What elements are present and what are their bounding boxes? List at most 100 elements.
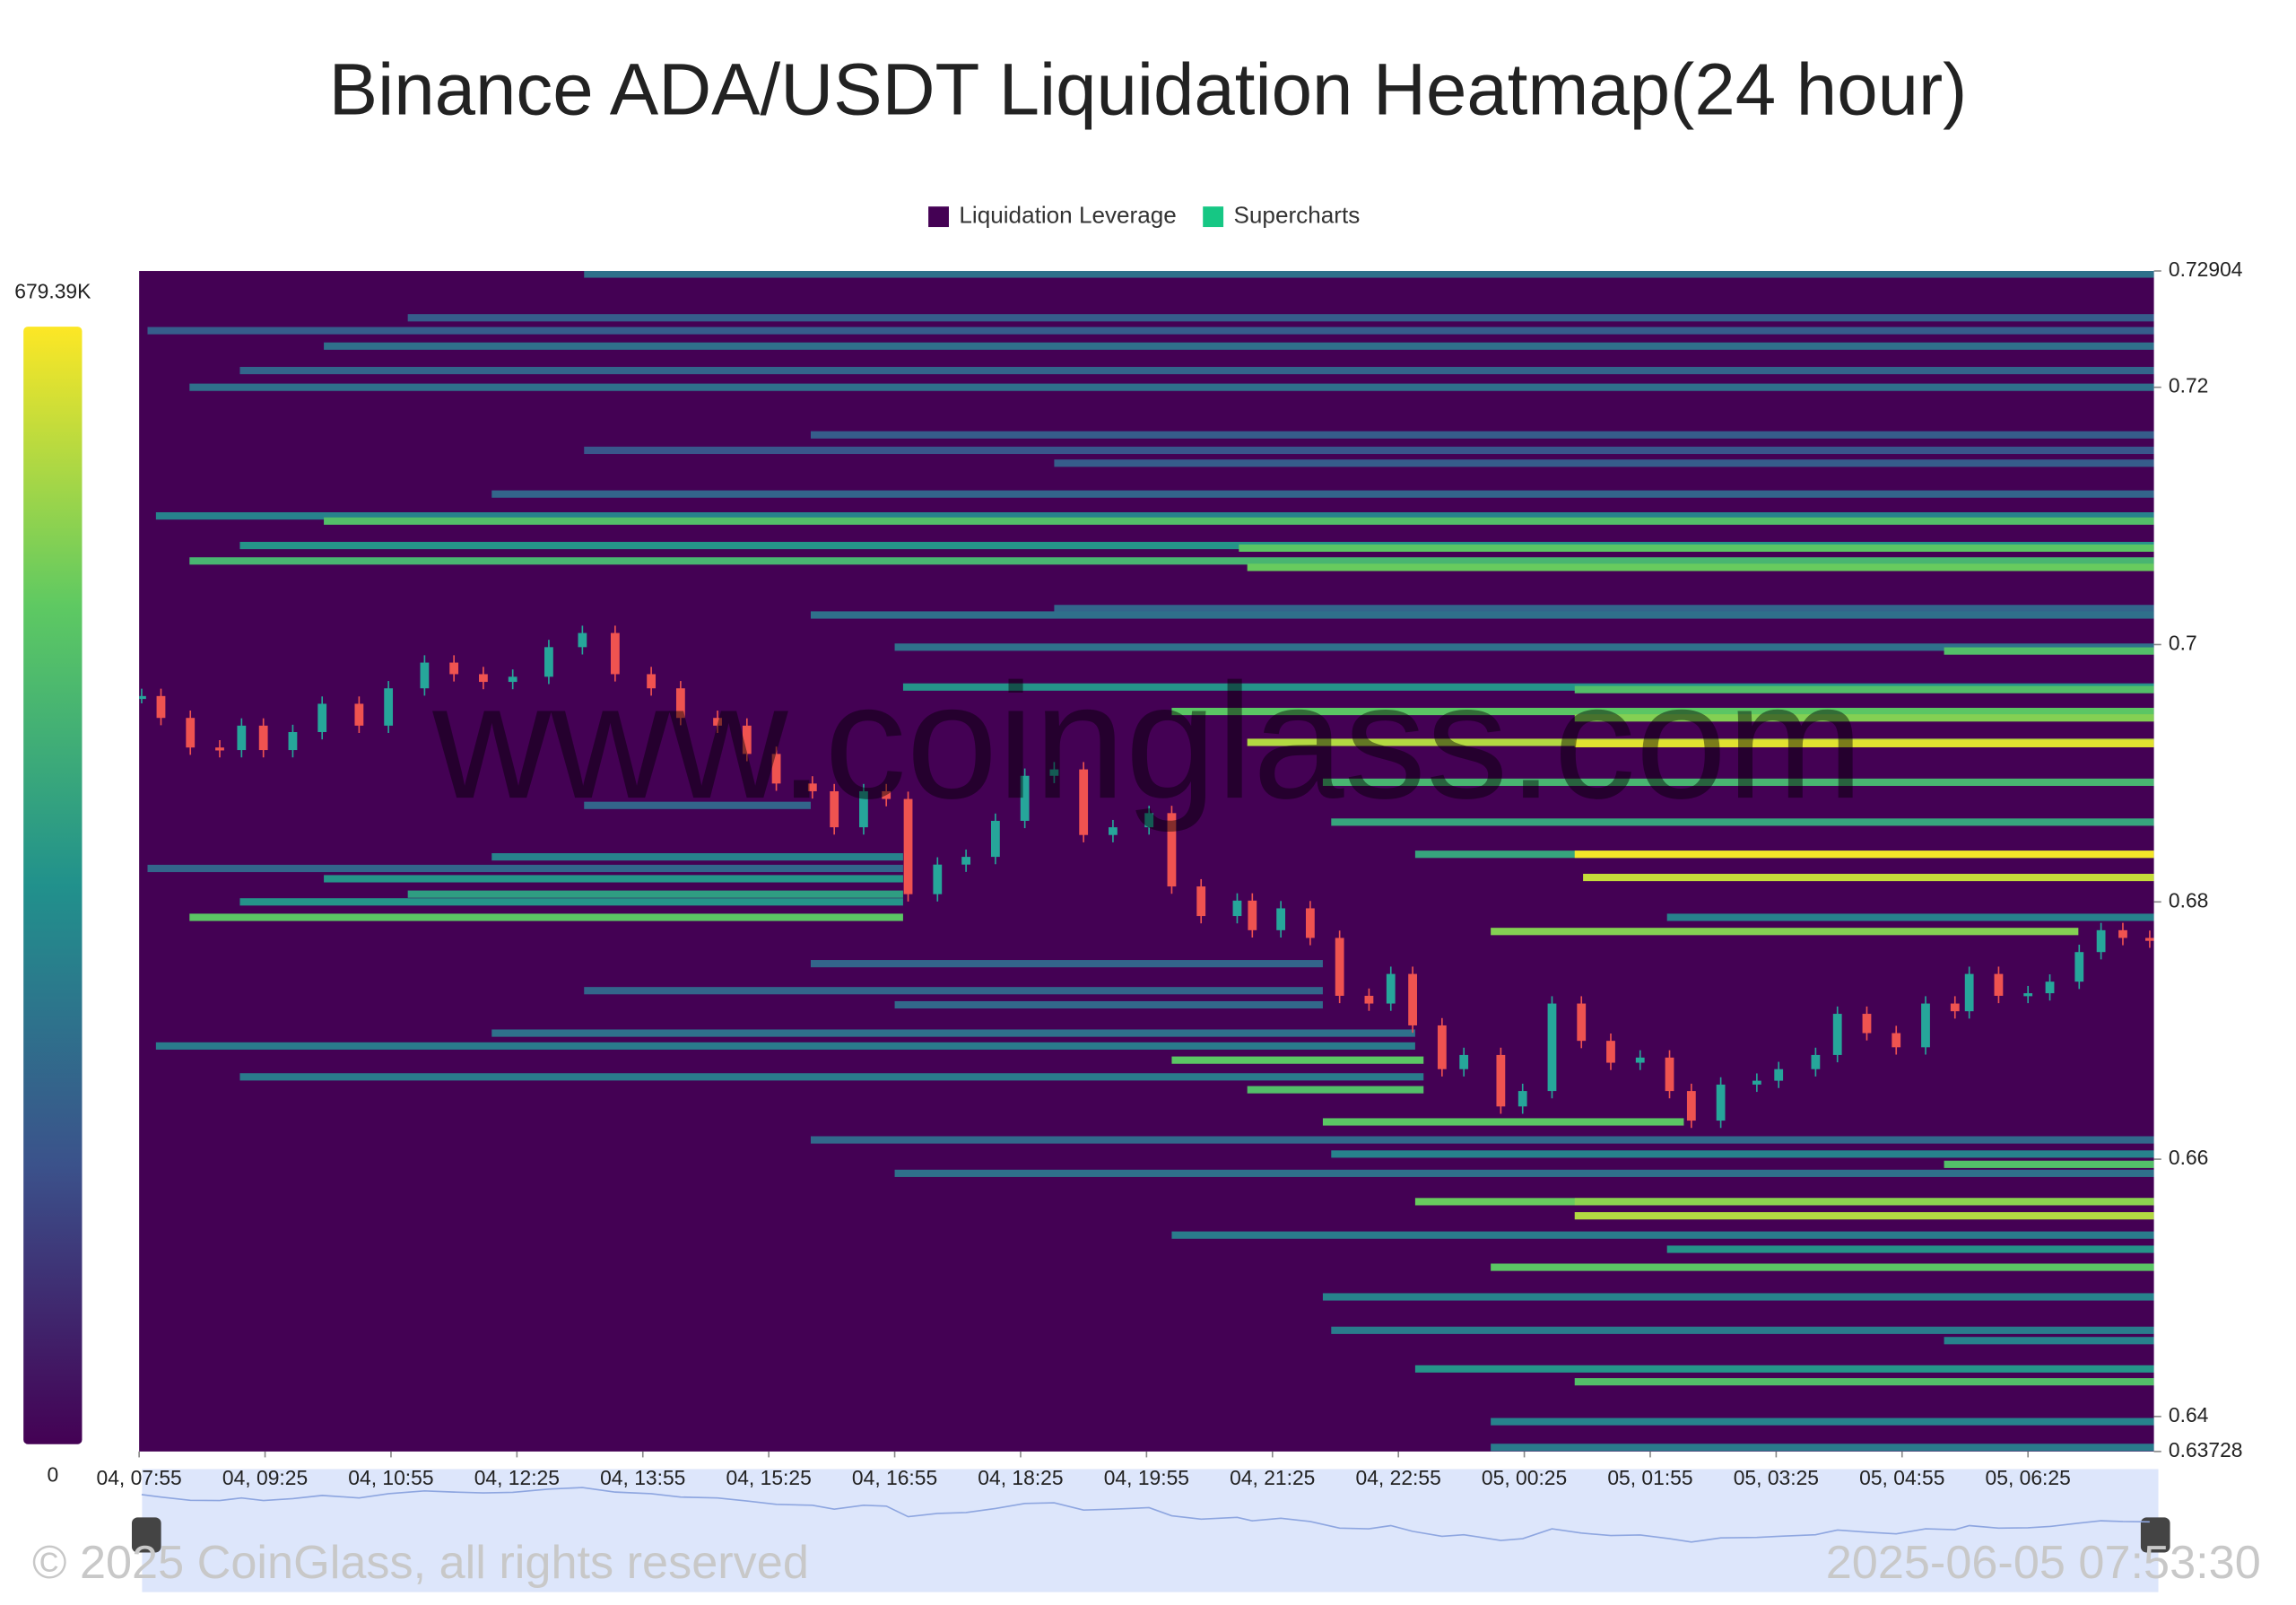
heat-band (1574, 1198, 2154, 1206)
x-tick-label: 05, 01:55 (1607, 1466, 1692, 1489)
candle (1248, 900, 1257, 930)
heat-band (239, 898, 903, 906)
candle (1437, 1025, 1447, 1069)
heat-band (1574, 739, 2154, 747)
candle (882, 790, 891, 799)
heat-band (1574, 1212, 2154, 1220)
candle (1386, 973, 1396, 1004)
heat-band (407, 314, 2154, 322)
candle (1811, 1054, 1821, 1069)
x-tick-label: 05, 03:25 (1734, 1466, 1819, 1489)
candle (449, 662, 459, 675)
candle (544, 647, 553, 677)
x-tick-label: 04, 10:55 (348, 1466, 433, 1489)
heat-band (189, 383, 2154, 391)
x-tick-label: 04, 12:25 (474, 1466, 560, 1489)
candle (2096, 929, 2106, 953)
colorbar-label: 0 (47, 1463, 58, 1487)
candle (830, 790, 839, 828)
y-tick-label: 0.72 (2169, 374, 2208, 397)
heat-band (1247, 563, 2154, 571)
candle (1686, 1091, 1696, 1121)
candle (1892, 1033, 1901, 1048)
legend-swatch (928, 206, 949, 228)
heat-band (894, 1000, 1323, 1009)
y-tick-label: 0.66 (2169, 1146, 2208, 1169)
x-tick-label: 04, 16:55 (852, 1466, 937, 1489)
candle (1459, 1054, 1469, 1069)
candle (933, 864, 943, 894)
heat-band (1054, 605, 2154, 613)
heat-band (491, 853, 903, 861)
candle (2118, 929, 2127, 938)
candle (610, 632, 620, 675)
candle (903, 798, 913, 894)
heat-band (894, 643, 2154, 651)
heat-band (324, 875, 903, 883)
heat-band (584, 801, 811, 809)
x-tick-label: 04, 21:25 (1230, 1466, 1315, 1489)
copyright: © 2025 CoinGlass, all rights reserved (32, 1537, 809, 1589)
legend-label: Supercharts (1234, 202, 1361, 229)
candle (1606, 1041, 1615, 1063)
y-tick-label: 0.63728 (2169, 1438, 2243, 1461)
heat-band (584, 271, 2154, 278)
heat-band (1666, 1245, 2154, 1253)
heat-band (155, 1042, 1415, 1050)
candle (1167, 813, 1177, 887)
candle (1232, 900, 1242, 917)
candle (578, 632, 587, 648)
heat-band (491, 490, 2154, 498)
heat-band (189, 913, 903, 921)
navigator (142, 1469, 2159, 1592)
heat-band (407, 890, 903, 898)
candle (288, 731, 298, 751)
heat-band (810, 611, 2154, 619)
heat-band (1666, 913, 2154, 921)
candle (1577, 1003, 1587, 1042)
x-tick-label: 04, 09:25 (222, 1466, 308, 1489)
candle (742, 725, 752, 755)
candle (479, 674, 488, 683)
candle (186, 718, 196, 748)
candles (139, 625, 2154, 1129)
heat-band (584, 987, 1323, 995)
heat-band (1574, 714, 2154, 722)
candle (2145, 938, 2154, 941)
heat-band (239, 541, 2154, 550)
heat-band (1583, 873, 2154, 882)
candle (1832, 1014, 1842, 1055)
heatmap (147, 271, 2154, 1452)
candle (1994, 973, 2004, 996)
candle (1862, 1014, 1872, 1034)
y-tick-label: 0.64 (2169, 1403, 2209, 1426)
candle (1921, 1003, 1930, 1048)
candle (156, 695, 166, 719)
candle (2023, 993, 2033, 997)
candle (1964, 973, 1974, 1012)
candle (1335, 938, 1344, 996)
x-tick-label: 04, 22:55 (1356, 1466, 1441, 1489)
heat-band (324, 517, 2154, 525)
heat-band (584, 446, 2154, 455)
candle (647, 674, 657, 689)
heat-band (1322, 1293, 2154, 1301)
navigator-handle[interactable] (2140, 1517, 2170, 1553)
heat-band (1944, 1160, 2154, 1168)
heat-band (1491, 1417, 2154, 1426)
candle (1518, 1091, 1527, 1107)
candle (1276, 908, 1286, 930)
heat-band (1574, 1378, 2154, 1386)
y-tick-label: 0.7 (2169, 632, 2197, 655)
y-tick-label: 0.68 (2169, 888, 2208, 912)
candle (1635, 1057, 1645, 1063)
heat-band (810, 960, 1323, 968)
watermark: www.coinglass.com (431, 649, 1863, 833)
candle (1408, 973, 1417, 1025)
navigator-handle[interactable] (131, 1517, 161, 1553)
candle (1774, 1069, 1784, 1081)
candle (139, 695, 146, 700)
heat-band (147, 864, 903, 873)
colorbar-label: 679.39K (14, 280, 91, 303)
x-tick-label: 04, 15:25 (726, 1466, 812, 1489)
